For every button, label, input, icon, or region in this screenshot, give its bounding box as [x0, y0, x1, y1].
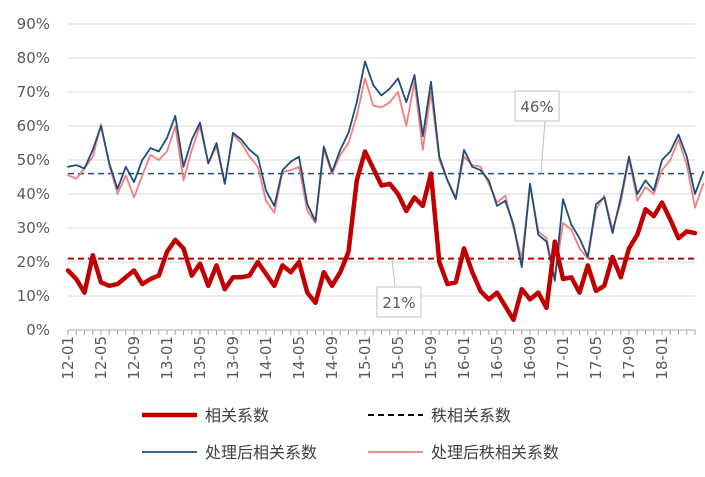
processed-rank-corr-line — [67, 77, 705, 280]
x-tick-label: 12-05 — [92, 336, 110, 380]
x-tick-label: 12-01 — [59, 336, 77, 380]
y-tick-label: 40% — [17, 185, 50, 203]
reference-lines — [68, 172, 695, 260]
x-tick-label: 12-09 — [125, 336, 143, 380]
y-tick-label: 90% — [17, 15, 50, 33]
y-tick-label: 0% — [26, 321, 50, 339]
gridlines — [68, 23, 695, 297]
legend-corr: 相关系数 — [142, 406, 269, 425]
legend-rank-corr: 秩相关系数 — [368, 406, 511, 425]
y-tick-label: 60% — [17, 117, 50, 135]
x-tick-label: 14-01 — [257, 336, 275, 380]
processed-corr-line — [67, 60, 705, 282]
x-tick-label: 16-01 — [455, 336, 473, 380]
callout-21-label: 21% — [382, 294, 415, 312]
x-tick-label: 17-09 — [620, 336, 638, 380]
y-tick-label: 80% — [17, 49, 50, 67]
x-tick-label: 13-09 — [224, 336, 242, 380]
y-tick-label: 50% — [17, 151, 50, 169]
legend-processed-corr-label: 处理后相关系数 — [205, 443, 317, 462]
legend-processed-rank-corr-label: 处理后秩相关系数 — [431, 443, 559, 462]
x-tick-label: 15-05 — [389, 336, 407, 380]
x-tick-label: 17-05 — [587, 336, 605, 380]
x-tick-label: 14-09 — [323, 336, 341, 380]
y-axis: 0% 10% 20% 30% 40% 50% 60% 70% 80% 90% — [17, 15, 50, 339]
y-tick-label: 30% — [17, 219, 50, 237]
x-tick-label: 16-05 — [488, 336, 506, 380]
callout-46-label: 46% — [520, 98, 553, 116]
x-tick-label: 17-01 — [554, 336, 572, 380]
x-tick-label: 13-05 — [191, 336, 209, 380]
legend-processed-corr: 处理后相关系数 — [142, 443, 317, 462]
x-tick-label: 13-01 — [158, 336, 176, 380]
x-tick-label: 16-09 — [521, 336, 539, 380]
y-tick-label: 20% — [17, 253, 50, 271]
legend-corr-label: 相关系数 — [205, 406, 269, 425]
callout-46: 46% — [514, 90, 560, 174]
legend-rank-corr-label: 秩相关系数 — [431, 406, 511, 425]
corr-line — [65, 149, 698, 323]
y-tick-label: 70% — [17, 83, 50, 101]
series-lines — [65, 60, 705, 323]
x-tick-label: 15-01 — [356, 336, 374, 380]
callouts: 46% 21% — [376, 90, 560, 318]
x-tick-label: 14-05 — [290, 336, 308, 380]
x-tick-label: 18-01 — [653, 336, 671, 380]
callout-21: 21% — [376, 258, 422, 318]
y-tick-label: 10% — [17, 287, 50, 305]
legend-processed-rank-corr: 处理后秩相关系数 — [368, 443, 559, 462]
x-tick-label: 15-09 — [422, 336, 440, 380]
x-axis: 12-01 12-05 12-09 13-01 13-05 13-09 14-01 14-05… — [59, 329, 696, 380]
